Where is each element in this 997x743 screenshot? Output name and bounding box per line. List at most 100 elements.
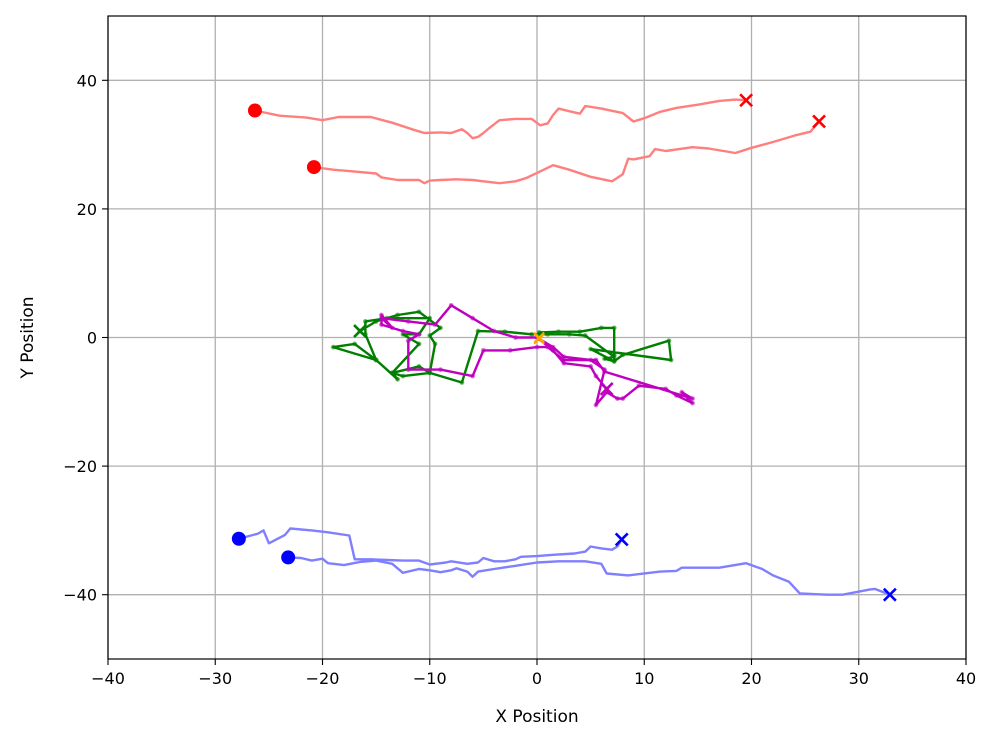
y-tick-label: −20 (63, 457, 97, 476)
trajectory-point (475, 328, 481, 334)
trajectory-point (566, 331, 572, 337)
trajectory-point (389, 370, 395, 376)
trajectory-point (550, 347, 556, 353)
x-tick-label: 10 (634, 669, 654, 688)
end-marker (739, 93, 754, 108)
trajectory-point (666, 338, 672, 344)
tick-layer: −40 −30 −20 −10 0 10 20 30 40 −40 −20 0 20 40 (63, 71, 976, 688)
trajectory-point (389, 325, 395, 331)
trajectory-point (416, 331, 422, 337)
y-tick-label: −40 (63, 586, 97, 605)
trajectory-point (593, 357, 599, 363)
x-tick-label: 0 (532, 669, 542, 688)
trajectory-point (602, 356, 607, 362)
trajectory-point (529, 331, 535, 337)
start-marker (231, 531, 246, 546)
trajectory-line-3 (332, 310, 673, 384)
trajectory-point (470, 315, 476, 321)
trajectory-point (598, 325, 604, 331)
x-tick-label: −40 (91, 669, 125, 688)
trajectory-point (536, 329, 542, 335)
trajectory-point (620, 352, 626, 358)
trajectory-point (427, 370, 433, 376)
start-marker (247, 103, 262, 118)
trajectory-point (427, 315, 433, 321)
trajectory-point (690, 396, 695, 401)
trajectory-point (427, 333, 433, 338)
trajectory-line-5 (237, 527, 623, 566)
trajectory-point (400, 373, 406, 379)
trajectory-point (577, 329, 583, 335)
trajectory-line-1 (253, 98, 748, 140)
trajectory-point (513, 335, 518, 340)
trajectory-point (416, 341, 422, 347)
x-tick-label: −10 (413, 669, 447, 688)
trajectory-line-2 (312, 120, 821, 185)
trajectory-point (611, 358, 617, 364)
trajectory-point (561, 360, 567, 366)
trajectory-point (470, 373, 476, 379)
trajectory-point (593, 373, 599, 379)
trajectory-point (593, 402, 599, 408)
trajectory-point (395, 312, 400, 318)
start-marker (281, 550, 296, 565)
trajectory-point (438, 367, 443, 373)
end-marker (599, 382, 614, 396)
trajectory-point (620, 396, 626, 401)
trajectory-point (352, 341, 358, 347)
trajectory-point (611, 325, 617, 331)
trajectory-point (405, 367, 411, 373)
trajectory-point (690, 400, 695, 406)
trajectory-point (588, 364, 594, 369)
x-tick-label: 30 (849, 669, 869, 688)
end-marker (353, 324, 367, 338)
end-marker (882, 587, 897, 602)
x-tick-label: 40 (956, 669, 976, 688)
trajectory-point (545, 344, 551, 350)
y-tick-label: 0 (87, 329, 97, 348)
trajectory-point (668, 357, 674, 363)
trajectory-point (438, 325, 443, 331)
trajectory-point (395, 376, 400, 382)
trajectory-point (588, 357, 594, 363)
trajectory-point (400, 328, 406, 334)
trajectory-point (379, 322, 384, 328)
trajectory-point (615, 396, 620, 401)
end-marker (614, 532, 629, 547)
trajectory-point (416, 309, 422, 315)
x-tick-label: 20 (741, 669, 761, 688)
trajectory-point (507, 347, 513, 353)
marker-layer (231, 93, 897, 602)
x-axis-label: X Position (495, 707, 578, 727)
start-marker (306, 160, 321, 175)
trajectory-point (448, 302, 454, 308)
trajectory-point (534, 344, 540, 350)
trajectory-point (459, 380, 465, 385)
trajectory-line-6 (287, 556, 892, 596)
trajectory-point (556, 329, 561, 335)
start-marker (533, 333, 545, 345)
trajectory-point (663, 386, 669, 392)
trajectory-point (416, 364, 422, 369)
trajectory-point (602, 369, 607, 374)
trajectory-point (679, 389, 685, 395)
y-tick-label: 40 (77, 71, 97, 90)
trajectory-point (674, 392, 679, 398)
trajectory-point (545, 331, 551, 337)
trajectory-point (405, 319, 411, 324)
trajectory-point (432, 341, 438, 347)
series-layer (237, 98, 892, 596)
trajectory-point (330, 344, 336, 350)
trajectory-point (491, 328, 497, 334)
y-tick-label: 20 (77, 200, 97, 219)
trajectory-point (379, 315, 384, 321)
y-axis-label: Y Position (18, 297, 38, 380)
trajectory-point (588, 346, 594, 352)
trajectory-point (363, 319, 368, 324)
x-tick-label: −30 (198, 669, 232, 688)
x-tick-label: −20 (306, 669, 340, 688)
trajectory-point (582, 333, 588, 338)
trajectory-point (373, 319, 379, 324)
trajectory-point (480, 347, 486, 353)
